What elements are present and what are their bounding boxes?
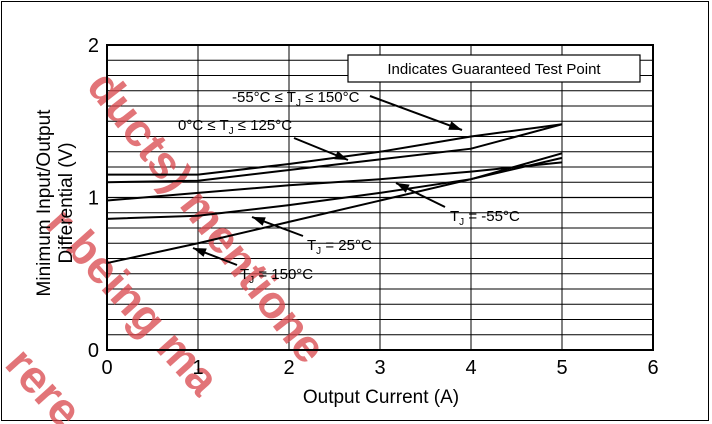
- series-line-4: [106, 152, 563, 265]
- tick-labels: 0 1 2 3 4 5 6 0 1 2: [88, 35, 659, 379]
- x-tick-label-1: 1: [192, 357, 203, 379]
- series-line-0: [107, 123, 563, 176]
- annotation-label-2: TJ = -55°C: [450, 208, 520, 228]
- annotation-label-0: -55°C ≤ TJ ≤ 150°C: [232, 89, 360, 109]
- annotation-arrowhead-3: [252, 217, 266, 226]
- x-tick-label-2: 2: [283, 357, 294, 379]
- annotation-arrows: [192, 95, 463, 266]
- y-tick-label-2: 2: [88, 35, 99, 57]
- legend-box-frame: [347, 54, 641, 83]
- annotation-label-4-rest: = 150°C: [254, 266, 313, 283]
- x-tick-label-6: 6: [647, 357, 658, 379]
- annotation-label-0-sub: J: [296, 98, 301, 109]
- watermark-line-2: rere: [0, 337, 93, 424]
- x-tick-label-4: 4: [465, 357, 476, 379]
- annotation-label-3-main: T: [307, 237, 316, 254]
- annotation-label-1-rest: ≤ 125°C: [234, 117, 293, 134]
- x-tick-label-0: 0: [101, 357, 112, 379]
- annotation-label-1: 0°C ≤ TJ ≤ 125°C: [178, 117, 292, 137]
- annotation-label-3: TJ = 25°C: [307, 237, 372, 257]
- annotation-arrowhead-1: [334, 150, 348, 160]
- annotation-label-1-main: 0°C ≤ T: [178, 117, 229, 134]
- y-tick-label-1: 1: [88, 188, 99, 210]
- annotation-label-2-sub: J: [459, 217, 464, 228]
- annotation-label-4: TJ = 150°C: [240, 266, 313, 286]
- annotation-arrowhead-2: [396, 183, 410, 193]
- y-tick-label-0: 0: [88, 340, 99, 362]
- annotation-label-2-main: T: [450, 208, 459, 225]
- series-line-2: [106, 161, 563, 202]
- x-axis-title: Output Current (A): [303, 387, 459, 408]
- plot-border: [106, 44, 654, 351]
- annotation-label-2-rest: = -55°C: [464, 208, 520, 225]
- y-axis-title-line-1: Minimum Input/Output: [34, 109, 55, 297]
- annotation-label-4-sub: J: [249, 275, 254, 286]
- annotation-label-0-main: -55°C ≤ T: [232, 89, 296, 106]
- annotation-label-4-main: T: [240, 266, 249, 283]
- annotation-label-3-rest: = 25°C: [321, 237, 372, 254]
- annotation-arrowhead-0: [448, 121, 462, 130]
- y-axis-title: Minimum Input/Output Differential (V): [34, 109, 77, 297]
- x-tick-label-5: 5: [556, 357, 567, 379]
- annotation-arrow-0: [369, 95, 463, 131]
- y-axis-title-line-2: Differential (V): [56, 142, 77, 263]
- series-lines: [106, 123, 563, 265]
- annotation-labels: -55°C ≤ TJ ≤ 150°C0°C ≤ TJ ≤ 125°CTJ = -…: [178, 89, 520, 286]
- legend-box-text: Indicates Guaranteed Test Point: [387, 61, 601, 78]
- legend-box: Indicates Guaranteed Test Point: [347, 54, 641, 83]
- annotation-label-3-sub: J: [316, 246, 321, 257]
- annotation-label-0-rest: ≤ 150°C: [301, 89, 360, 106]
- annotation-arrowhead-4: [193, 248, 207, 257]
- annotation-label-1-sub: J: [229, 126, 234, 137]
- x-tick-label-3: 3: [374, 357, 385, 379]
- series-line-1: [106, 123, 563, 184]
